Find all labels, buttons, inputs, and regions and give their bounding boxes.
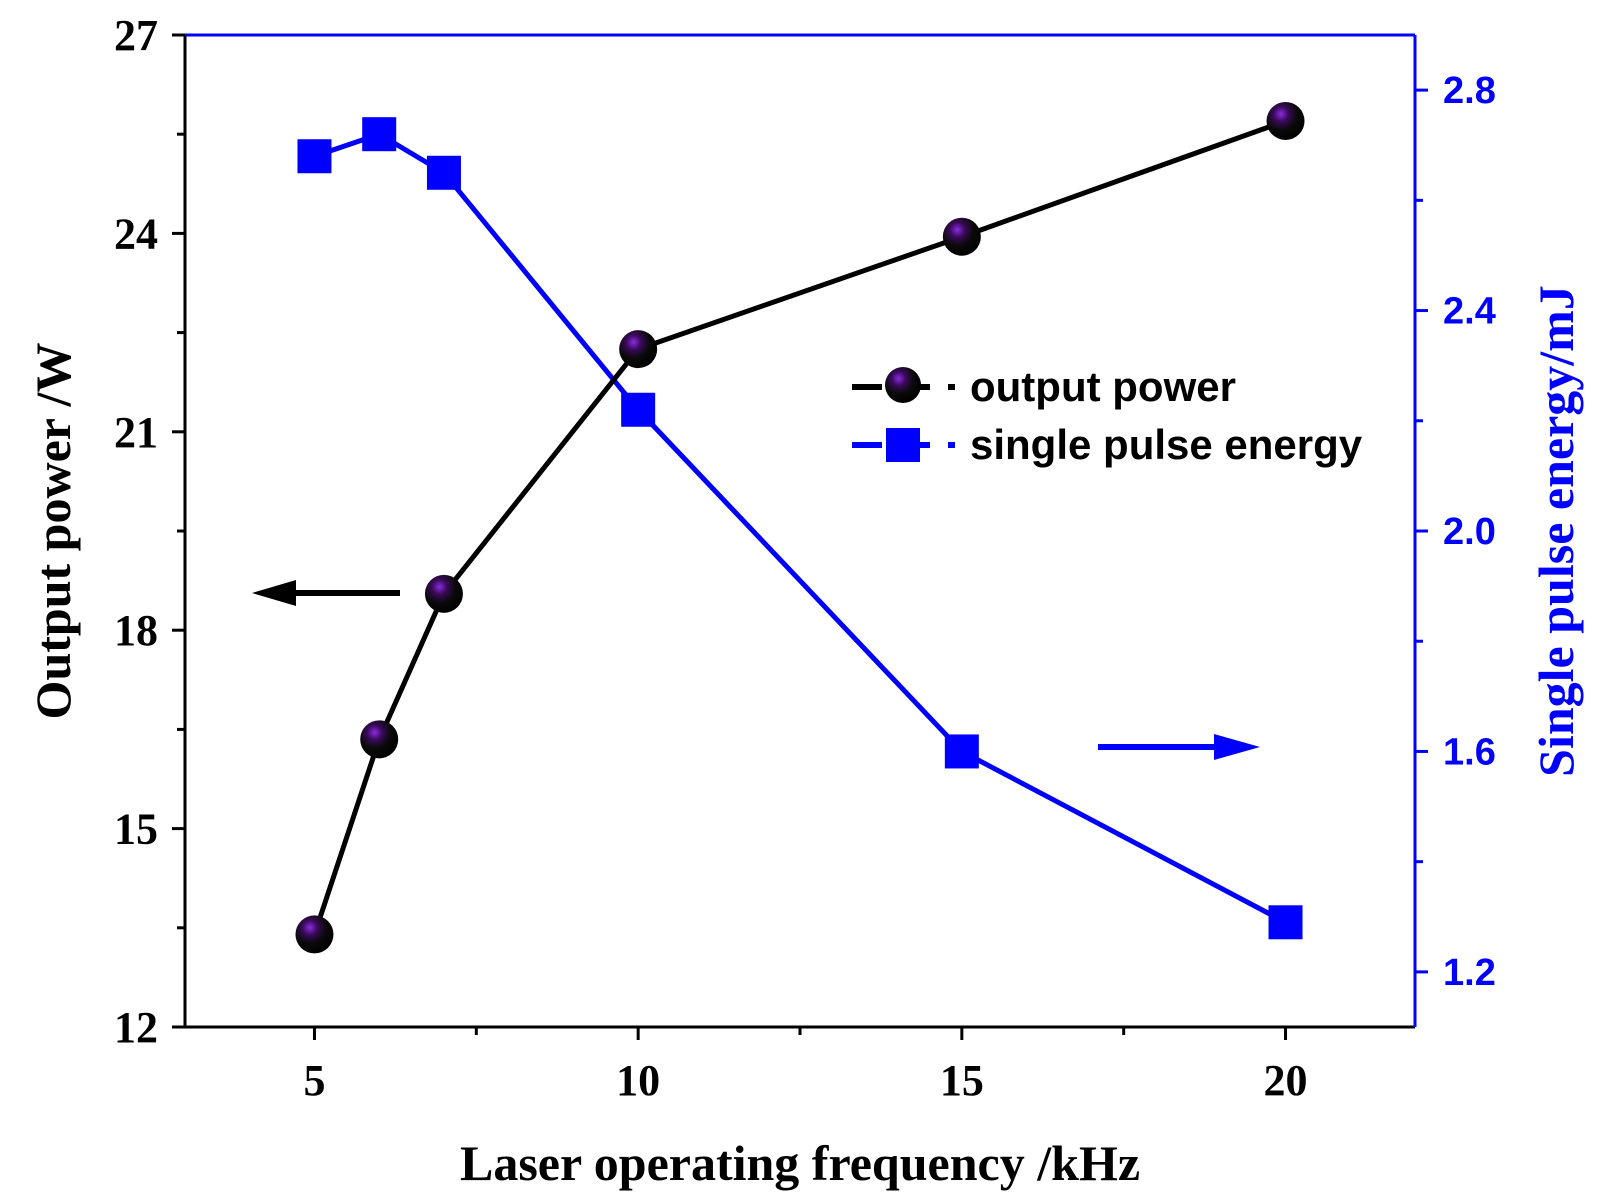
energy-point [621,392,656,427]
power-point [942,217,981,256]
plot-frame [183,33,1417,1029]
right-tick-label: 2.8 [1443,70,1496,112]
left-tick-label: 21 [114,408,158,457]
x-axis-title: Laser operating frequency /kHz [460,1135,1140,1191]
x-axis-ticks: 5 10 15 20 [303,1027,1308,1105]
series-line-output-power [312,118,1287,936]
left-arrow-annotation [252,580,400,606]
left-axis-ticks: 12 15 18 21 24 27 [114,11,185,1052]
energy-point [944,734,979,769]
right-tick-label: 1.2 [1443,952,1496,994]
power-point [619,330,658,369]
right-tick-label: 2.4 [1443,291,1496,333]
left-axis-title: Output power /W [25,343,81,720]
right-tick-label: 2.0 [1443,511,1496,553]
legend: output power single pulse energy [852,363,1363,468]
legend-entry-output-power: output power [852,363,1236,410]
power-point [360,720,399,759]
power-point [424,574,463,613]
legend-label-single-pulse-energy: single pulse energy [970,421,1363,468]
right-axis-ticks: 1.2 1.6 2.0 2.4 2.8 [1415,70,1496,994]
energy-point [1268,905,1303,940]
legend-entry-single-pulse-energy: single pulse energy [852,421,1363,468]
power-point [295,915,334,954]
energy-point [297,139,332,174]
power-point [1266,101,1305,140]
legend-marker-square [886,428,920,462]
legend-label-output-power: output power [970,363,1236,410]
left-arrow-head [252,580,296,606]
x-tick-label: 5 [303,1056,325,1105]
right-axis-title: Single pulse energy/mJ [1528,285,1584,777]
series-line-single-pulse-energy [313,131,1287,925]
right-tick-label: 1.6 [1443,731,1496,773]
energy-point [362,117,397,152]
left-tick-label: 15 [114,805,158,854]
left-tick-label: 27 [114,11,158,60]
right-arrow-annotation [1098,734,1260,760]
left-tick-label: 12 [114,1003,158,1052]
energy-point [426,155,461,190]
x-tick-label: 10 [616,1056,660,1105]
x-tick-label: 15 [940,1056,984,1105]
left-tick-label: 18 [114,606,158,655]
left-tick-label: 24 [114,209,158,258]
series-layer [295,101,1305,954]
right-arrow-head [1214,734,1260,760]
legend-marker-sphere [885,367,921,403]
x-tick-label: 20 [1264,1056,1308,1105]
